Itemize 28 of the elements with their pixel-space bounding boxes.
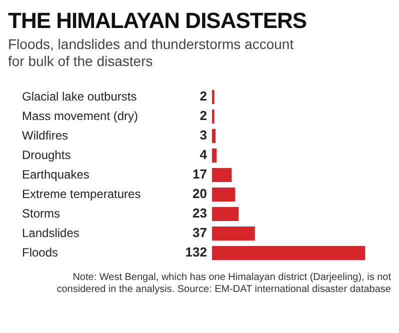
bar [212, 246, 366, 260]
data-label: 2 [200, 108, 207, 124]
data-label: 20 [192, 186, 207, 202]
data-label: 2 [200, 88, 207, 104]
data-label: 132 [185, 244, 207, 260]
y-tick-label: Mass movement (dry) [22, 108, 138, 123]
y-tick-label: Glacial lake outbursts [22, 89, 137, 104]
y-tick-label: Extreme temperatures [22, 186, 141, 201]
y-tick-label: Storms [22, 206, 60, 220]
chart-subtitle: Floods, landslides and thunderstorms account for bulk of the disasters [8, 36, 295, 70]
y-tick-label: Wildfires [22, 128, 68, 142]
bar [212, 168, 232, 182]
data-label: 17 [192, 166, 207, 182]
bar [212, 207, 239, 222]
y-tick-label: Droughts [22, 148, 71, 162]
y-tick-label: Floods [22, 245, 58, 260]
data-label: 37 [192, 225, 207, 240]
chart-title: THE HIMALAYAN DISASTERS [8, 8, 308, 34]
data-label: 4 [200, 147, 208, 162]
y-tick-label: Landslides [22, 226, 80, 240]
data-label: 23 [192, 206, 207, 221]
bar [212, 187, 236, 202]
bar [212, 128, 216, 143]
text: Note: West Bengal, which has one Himalayan district (Darjeeling), is not considered in the analysis. Source: EM-DAT international disaster database [56, 272, 391, 296]
bar [212, 226, 255, 241]
bar [212, 148, 217, 163]
y-tick-label: Earthquakes [22, 167, 90, 182]
data-label: 3 [200, 128, 207, 143]
